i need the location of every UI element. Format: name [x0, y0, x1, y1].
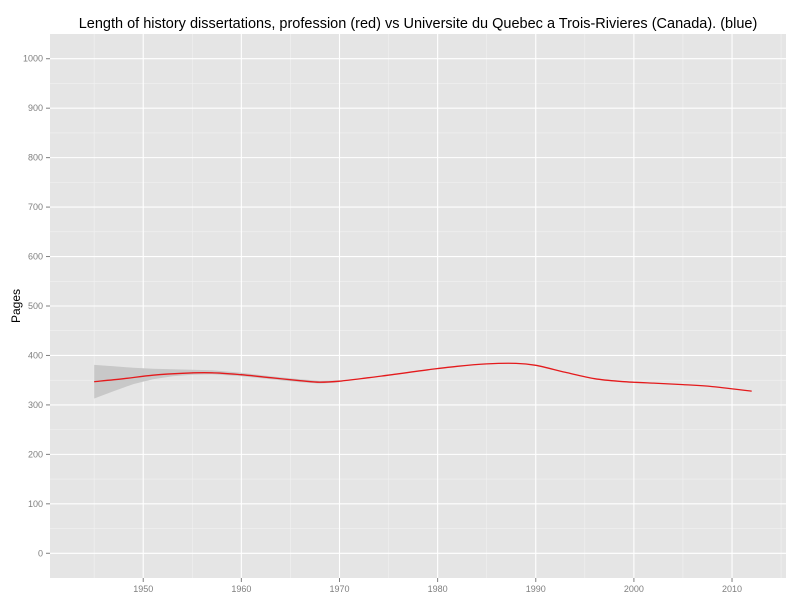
minor-gridlines — [50, 34, 786, 578]
confidence-band — [94, 364, 340, 399]
x-tick-label-2000: 2000 — [624, 584, 644, 594]
y-axis-ticks: 0 100 200 300 400 500 600 700 800 900 1000 — [23, 54, 50, 558]
y-axis-label: Pages — [9, 289, 23, 323]
series-line-0 — [94, 362, 752, 392]
y-tick-label-600: 600 — [28, 252, 43, 262]
chart-title: Length of history dissertations, profess… — [79, 16, 758, 32]
major-gridlines — [50, 34, 786, 578]
x-tick-label-1960: 1960 — [231, 584, 251, 594]
y-tick-label-400: 400 — [28, 350, 43, 360]
x-tick-label-2010: 2010 — [722, 584, 742, 594]
y-tick-label-200: 200 — [28, 449, 43, 459]
series-lines-layer — [94, 362, 752, 392]
y-tick-label-900: 900 — [28, 103, 43, 113]
x-tick-label-1950: 1950 — [133, 584, 153, 594]
x-tick-label-1970: 1970 — [329, 584, 349, 594]
y-tick-label-800: 800 — [28, 153, 43, 163]
y-tick-label-1000: 1000 — [23, 54, 43, 64]
y-tick-label-700: 700 — [28, 202, 43, 212]
y-tick-label-300: 300 — [28, 400, 43, 410]
y-tick-label-500: 500 — [28, 301, 43, 311]
y-tick-label-0: 0 — [38, 548, 43, 558]
x-tick-label-1990: 1990 — [526, 584, 546, 594]
y-tick-label-100: 100 — [28, 499, 43, 509]
x-tick-label-1980: 1980 — [428, 584, 448, 594]
confidence-band-layer — [94, 364, 340, 399]
x-axis-ticks: 1950 1960 1970 1980 1990 2000 2010 — [133, 578, 742, 594]
